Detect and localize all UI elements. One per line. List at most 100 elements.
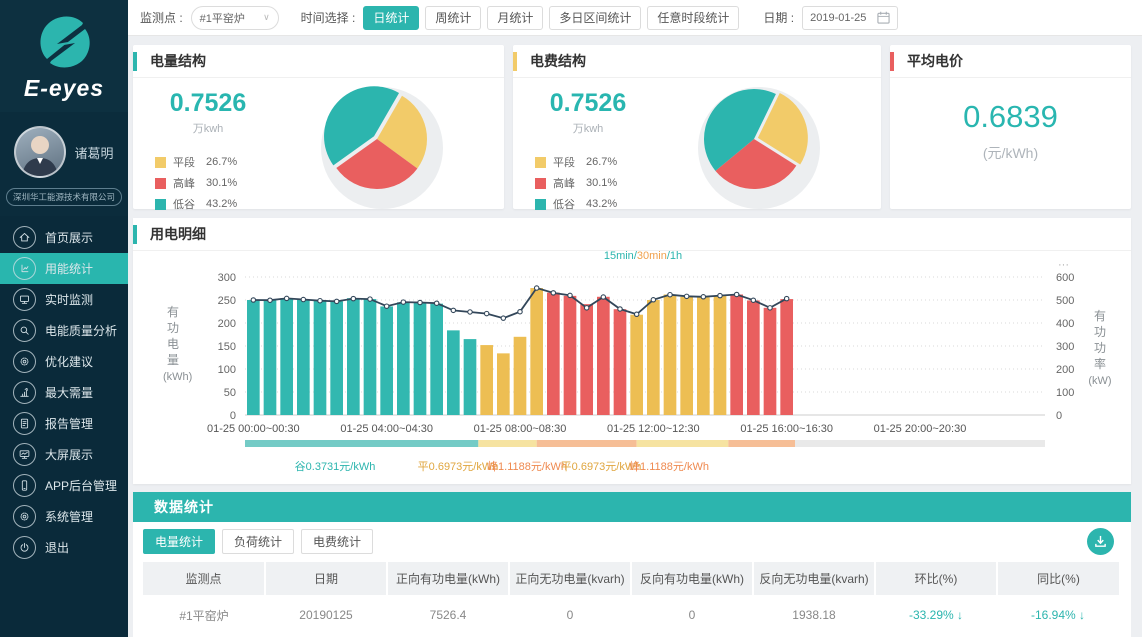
pie-slice-平段[interactable]	[377, 95, 427, 169]
sidebar-item-8[interactable]: 大屏展示	[0, 439, 128, 470]
time-button-3[interactable]: 月统计	[487, 5, 544, 30]
usage-bar[interactable]	[530, 288, 543, 415]
time-button-1[interactable]: 日统计	[363, 5, 420, 30]
usage-bar[interactable]	[697, 297, 710, 415]
usage-bar[interactable]	[497, 353, 510, 415]
usage-bar[interactable]	[547, 292, 560, 415]
svg-text:100: 100	[218, 364, 236, 376]
sidebar-item-9[interactable]: APP后台管理	[0, 470, 128, 501]
sidebar-item-10[interactable]: 系统管理	[0, 501, 128, 532]
usage-bar[interactable]	[763, 307, 777, 415]
price-band-segment[interactable]	[728, 440, 795, 447]
usage-bar[interactable]	[430, 303, 443, 415]
usage-bar[interactable]	[480, 345, 493, 415]
monitor-point-select[interactable]: #1平窑炉 ∨	[190, 5, 279, 30]
svg-text:150: 150	[218, 341, 236, 353]
sidebar-item-6[interactable]: 最大需量	[0, 377, 128, 408]
price-band-segment[interactable]	[478, 440, 537, 447]
usage-bar[interactable]	[780, 299, 793, 415]
usage-bar[interactable]	[380, 306, 393, 415]
interval-option-15min[interactable]: 15min	[603, 250, 634, 262]
usage-detail-chart[interactable]: 0 50 100 150 200 250 300 0 100 200 300 400 500 600···…	[160, 259, 1100, 474]
sidebar-item-11[interactable]: 退出	[0, 532, 128, 563]
sidebar-item-label: 首页展示	[45, 231, 94, 245]
legend-swatch	[155, 177, 166, 189]
time-button-2[interactable]: 周统计	[425, 5, 482, 30]
usage-bar[interactable]	[247, 300, 260, 415]
legend-label: 高峰	[173, 178, 195, 190]
download-button[interactable]	[1087, 528, 1114, 555]
usage-bar[interactable]	[647, 300, 660, 415]
usage-bar[interactable]	[513, 336, 527, 415]
usage-bar[interactable]	[563, 295, 577, 415]
pie-slice-高峰[interactable]	[336, 139, 418, 189]
usage-bar[interactable]	[313, 300, 327, 415]
price-label-valley: 谷0.3731元/kWh	[294, 461, 376, 473]
usage-bar[interactable]	[330, 301, 343, 415]
stats-tab-1[interactable]: 电量统计	[143, 529, 216, 554]
usage-bar[interactable]	[363, 299, 377, 415]
date-input[interactable]: 2019-01-25	[802, 5, 899, 30]
usage-bar[interactable]	[630, 314, 643, 415]
usage-bar[interactable]	[397, 302, 410, 415]
energy-structure-card: 电量结构 0.7526 万kwh 平段 26.7% 高峰 30.1% 低谷 43.2%	[133, 45, 504, 212]
price-band-segment[interactable]	[245, 440, 479, 447]
time-button-4[interactable]: 多日区间统计	[549, 5, 642, 30]
table-row[interactable]: #1平窑炉 20190125 7526.4 0 0 1938.18 -33.29% ↓ -16…	[143, 595, 1119, 635]
sidebar-item-label: 用能统计	[45, 262, 94, 276]
usage-bar[interactable]	[680, 296, 693, 415]
table-cell: #1平窑炉	[143, 595, 265, 635]
sidebar-item-label: 优化建议	[45, 355, 94, 369]
usage-bar[interactable]	[263, 300, 277, 415]
energy-total-value: 0.7526	[169, 89, 247, 117]
usage-bar[interactable]	[730, 294, 743, 415]
pie-slice-低谷[interactable]	[704, 89, 776, 171]
legend-swatch	[535, 177, 546, 189]
sidebar-item-2[interactable]: 用能统计	[0, 253, 128, 284]
table-header-cell: 环比(%)	[875, 562, 998, 595]
price-band-segment[interactable]	[795, 440, 1045, 447]
price-band-segment[interactable]	[636, 440, 729, 447]
stats-tab-3[interactable]: 电费统计	[301, 529, 374, 554]
usage-bar[interactable]	[747, 300, 760, 415]
avatar[interactable]	[14, 126, 67, 178]
sidebar-item-3[interactable]: 实时监测	[0, 284, 128, 315]
legend-percent: 30.1%	[586, 177, 618, 189]
stats-tab-2[interactable]: 负荷统计	[222, 529, 295, 554]
energy-structure-pie[interactable]	[301, 79, 461, 209]
sidebar-item-1[interactable]: 首页展示	[0, 222, 128, 253]
usage-bar[interactable]	[713, 295, 727, 415]
usage-bar[interactable]	[613, 309, 627, 415]
table-header-cell: 同比(%)	[997, 562, 1119, 595]
pie-slice-高峰[interactable]	[715, 139, 797, 189]
cost-structure-pie[interactable]	[678, 79, 838, 209]
time-range-buttons: 日统计 周统计 月统计 多日区间统计 任意时段统计	[363, 5, 740, 30]
system-gear-icon	[13, 505, 36, 528]
usage-bar[interactable]	[463, 339, 477, 415]
pie-legend: 平段 26.7% 高峰 30.1% 低谷 43.2%	[155, 149, 237, 212]
pie-slice-低谷[interactable]	[324, 86, 400, 166]
usage-bar[interactable]	[663, 294, 677, 415]
price-band-segment[interactable]	[536, 440, 637, 447]
usage-bar[interactable]	[347, 298, 360, 415]
usage-bar[interactable]	[447, 330, 460, 415]
usage-bar[interactable]	[413, 302, 427, 415]
sidebar-item-4[interactable]: 电能质量分析	[0, 315, 128, 346]
interval-option-30min[interactable]: 30min	[636, 250, 667, 262]
data-stats-body: 电量统计 负荷统计 电费统计 监测点 日期 正向有功电量(kWh) 正向无功电量(kvar…	[133, 522, 1131, 637]
usage-bar[interactable]	[580, 304, 593, 415]
cost-structure-card: 电费结构 0.7526 万kwh 平段 26.7% 高峰 30.1% 低谷 43.2%	[513, 45, 881, 211]
pie-slice-平段[interactable]	[757, 92, 808, 165]
avg-price-card: 平均电价 0.6839 (元/kWh)	[890, 45, 1131, 209]
usage-bar[interactable]	[280, 298, 293, 415]
legend-percent: 26.7%	[206, 156, 238, 168]
usage-bar[interactable]	[297, 300, 310, 415]
time-button-5[interactable]: 任意时段统计	[647, 5, 740, 30]
sidebar-item-7[interactable]: 报告管理	[0, 408, 128, 439]
sidebar: E-eyes 诸葛明 深圳华工能源技术有限公司 首页展示 用能统计 实时监测 电能质量…	[0, 0, 128, 637]
sidebar-item-5[interactable]: 优化建议	[0, 346, 128, 377]
usage-bar[interactable]	[597, 296, 610, 415]
data-stats-section: 数据统计 电量统计 负荷统计 电费统计 监测点 日期 正向有功电量(kWh) 正向无功电量…	[128, 492, 1142, 637]
interval-option-1h[interactable]: 1h	[669, 250, 683, 262]
legend-label: 低谷	[173, 199, 195, 211]
